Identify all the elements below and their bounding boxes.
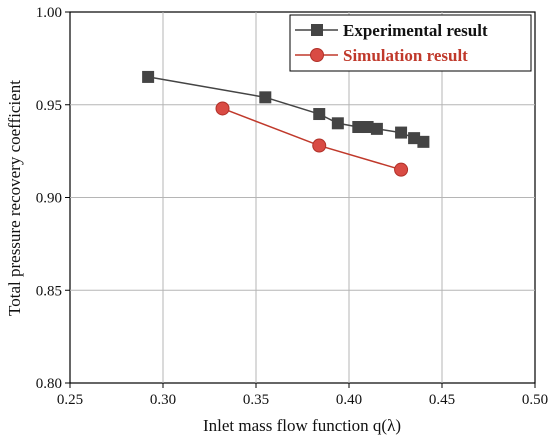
data-point-experimental [395,126,408,139]
data-point-simulation [312,138,327,153]
data-point-experimental [142,70,155,83]
data-point-simulation [394,162,409,177]
data-point-experimental [313,108,326,121]
legend: Experimental result Simulation result [289,14,532,72]
x-tick-label: 0.50 [522,392,548,408]
x-tick-label: 0.25 [57,392,83,408]
y-tick-label: 0.85 [36,283,62,299]
data-point-experimental [408,132,421,145]
y-tick-label: 0.90 [36,191,62,207]
x-axis-title: Inlet mass flow function q(λ) [203,416,401,435]
data-point-experimental [352,121,365,134]
x-tick-label: 0.30 [150,392,176,408]
data-point-experimental [417,135,430,148]
legend-box [289,14,532,72]
grid [70,12,535,383]
y-axis-title: Total pressure recovery coefficient [5,80,24,316]
data-point-experimental [370,122,383,135]
x-tick-label: 0.35 [243,392,269,408]
y-tick-label: 0.80 [36,376,62,392]
legend-marker-square [311,24,323,36]
data-point-experimental [259,91,272,104]
data-point-simulation [215,101,230,116]
x-tick-label: 0.40 [336,392,362,408]
data-point-experimental [331,117,344,130]
y-tick-label: 0.95 [36,98,62,114]
y-tick-label: 1.00 [36,5,62,21]
series-layer [142,70,430,177]
axis-ticks: 0.25 0.30 0.35 0.40 0.45 0.50 0.80 0.85 0.90 0.95… [36,5,548,408]
x-tick-label: 0.45 [429,392,455,408]
legend-marker-circle [310,48,324,62]
data-point-experimental [361,121,374,134]
legend-label-experimental: Experimental result [343,21,488,40]
legend-label-simulation: Simulation result [343,46,468,65]
